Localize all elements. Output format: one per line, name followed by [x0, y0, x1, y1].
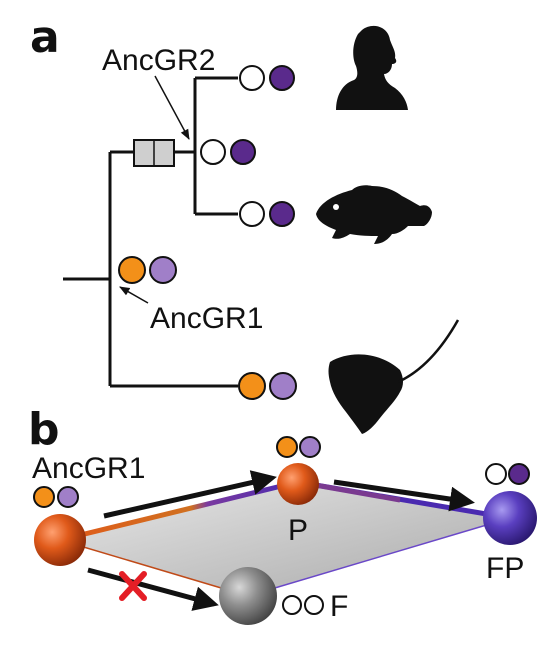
dark-purple-circle-icon — [230, 139, 256, 165]
ancgr1-label: AncGR1 — [150, 302, 263, 335]
fish-circles — [239, 201, 295, 227]
panel-b-label: b — [28, 404, 60, 455]
orange-circle-icon — [276, 436, 298, 458]
ancgr2-pointer-arrow — [154, 75, 190, 140]
phylogenetic-tree — [63, 76, 238, 388]
panel-a: a AncGR2 — [30, 12, 460, 434]
dark-purple-circle-icon — [269, 65, 295, 91]
empty-circle-icon — [239, 201, 265, 227]
ancgr1-b-circles — [33, 486, 79, 508]
light-purple-circle-icon — [57, 486, 79, 508]
p-sphere — [277, 463, 319, 505]
red-x-icon — [119, 571, 147, 601]
arrow-p-to-fp — [333, 479, 475, 512]
empty-circle-icon — [200, 139, 226, 165]
empty-circle-icon — [282, 595, 302, 615]
p-circles — [276, 436, 321, 458]
light-purple-circle-icon — [269, 372, 297, 400]
edge-f-to-fp — [247, 517, 511, 597]
fp-circles — [485, 463, 530, 485]
empty-circle-icon — [485, 463, 507, 485]
stingray-silhouette-icon — [328, 319, 460, 434]
dark-purple-circle-icon — [508, 463, 530, 485]
stingray-circles — [238, 372, 297, 400]
ancgr1-circles — [118, 256, 177, 284]
f-label: F — [330, 590, 348, 623]
panel-b: b AncGR1 — [28, 404, 537, 625]
orange-circle-icon — [238, 372, 266, 400]
arrow-ancgr1-to-f — [87, 567, 219, 611]
orange-circle-icon — [33, 486, 55, 508]
fish-silhouette-icon — [316, 185, 432, 244]
arrow-ancgr1-to-p — [103, 470, 277, 519]
ancgr1-sphere — [34, 514, 86, 566]
p-label: P — [288, 514, 308, 547]
f-sphere — [219, 567, 277, 625]
fitness-plane — [60, 482, 510, 596]
empty-circle-icon — [239, 65, 265, 91]
empty-circle-icon — [304, 595, 324, 615]
human-silhouette-icon — [336, 25, 408, 111]
f-circles — [282, 595, 324, 615]
fp-label: FP — [486, 552, 524, 585]
light-purple-circle-icon — [149, 256, 177, 284]
light-purple-circle-icon — [299, 436, 321, 458]
dark-purple-circle-icon — [269, 201, 295, 227]
ancgr1-pointer-arrow — [119, 286, 149, 304]
human-circles — [239, 65, 295, 91]
ancgr2-label: AncGR2 — [102, 44, 215, 77]
ancgr2-circles — [200, 139, 256, 165]
edge-ancgr1-to-f — [59, 539, 249, 597]
ancgr1-b-label: AncGR1 — [32, 452, 145, 485]
orange-circle-icon — [118, 256, 146, 284]
panel-a-label: a — [30, 12, 60, 63]
fp-sphere — [483, 491, 537, 545]
